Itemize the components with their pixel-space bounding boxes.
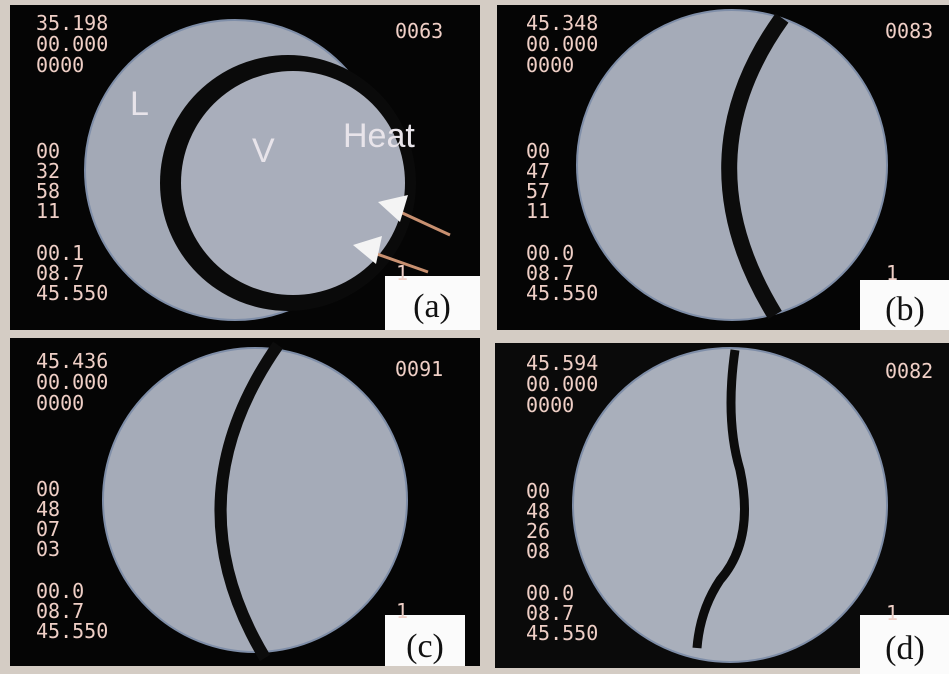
readout: 0000 (36, 53, 84, 77)
readout: 00.0 (526, 581, 574, 605)
readout: 0000 (36, 391, 84, 415)
readout: 32 (36, 159, 60, 183)
annotation: V (252, 132, 275, 170)
panel-label: (c) (406, 628, 444, 665)
readout: 45.550 (36, 281, 108, 305)
panel-d (495, 343, 949, 674)
readout: 00.000 (36, 370, 108, 394)
readout: 35.198 (36, 11, 108, 35)
cell (572, 347, 888, 663)
annotation: L (130, 85, 149, 123)
label-box (860, 615, 949, 674)
readout: 11 (36, 199, 60, 223)
arrow-head (378, 195, 408, 222)
readout: 00.000 (526, 372, 598, 396)
panel-label: (d) (885, 630, 925, 667)
readout: 45.348 (526, 11, 598, 35)
readout: 47 (526, 159, 550, 183)
meniscus (692, 349, 749, 649)
readout: 00 (36, 477, 60, 501)
marker: 1 (886, 601, 898, 625)
panel-c (10, 338, 480, 666)
meniscus (721, 13, 789, 320)
frame-counter: 0063 (395, 19, 443, 43)
panel-label: (b) (885, 291, 925, 328)
label-box (385, 615, 465, 666)
readout: 0000 (526, 53, 574, 77)
meniscus (214, 341, 283, 662)
panel-a (10, 5, 480, 330)
readout: 45.436 (36, 349, 108, 373)
readout: 03 (36, 537, 60, 561)
readout: 08.7 (36, 599, 84, 623)
readout: 11 (526, 199, 550, 223)
readout: 00 (36, 139, 60, 163)
marker: 1 (396, 261, 408, 285)
frame-counter: 0082 (885, 359, 933, 383)
readout: 45.594 (526, 351, 598, 375)
readout: 26 (526, 519, 550, 543)
arrow-head (353, 236, 382, 264)
readout: 07 (36, 517, 60, 541)
readout: 00.1 (36, 241, 84, 265)
readout: 45.550 (526, 621, 598, 645)
readout: 58 (36, 179, 60, 203)
readout: 00.000 (36, 32, 108, 56)
readout: 08 (526, 539, 550, 563)
panel-b (497, 5, 949, 330)
readout: 45.550 (526, 281, 598, 305)
label-box (860, 280, 949, 330)
readout: 0000 (526, 393, 574, 417)
readout: 00 (526, 479, 550, 503)
panel-label: (a) (413, 288, 451, 325)
annotation: Heat (343, 117, 415, 155)
marker: 1 (396, 599, 408, 623)
readout: 08.7 (36, 261, 84, 285)
readout: 48 (36, 497, 60, 521)
readout: 48 (526, 499, 550, 523)
marker: 1 (886, 261, 898, 285)
frame-counter: 0083 (885, 19, 933, 43)
vapor-region (181, 71, 405, 295)
frame-counter: 0091 (395, 357, 443, 381)
readout: 00 (526, 139, 550, 163)
readout: 45.550 (36, 619, 108, 643)
label-box (385, 276, 480, 330)
readout: 08.7 (526, 261, 574, 285)
readout: 08.7 (526, 601, 574, 625)
readout: 00.000 (526, 32, 598, 56)
readout: 57 (526, 179, 550, 203)
readout: 00.0 (36, 579, 84, 603)
readout: 00.0 (526, 241, 574, 265)
